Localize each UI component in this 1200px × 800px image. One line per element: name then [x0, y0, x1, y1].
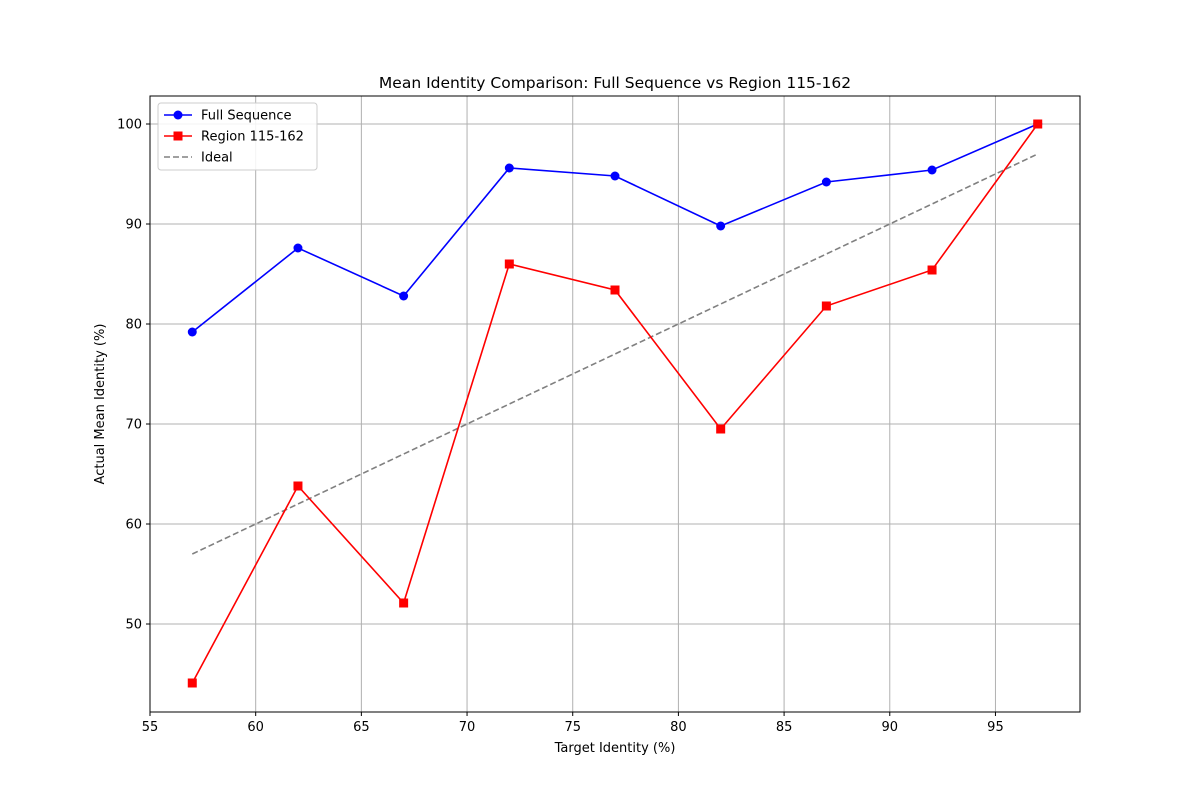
full-sequence-data-point — [610, 171, 620, 181]
full-sequence-data-point — [716, 221, 726, 231]
x-tick-label: 55 — [142, 720, 159, 735]
region-115-162-data-point — [399, 598, 409, 608]
x-tick-label: 95 — [987, 720, 1004, 735]
ideal-series-line — [191, 153, 1039, 555]
y-tick-label: 70 — [125, 418, 142, 433]
grid — [150, 96, 1080, 712]
full-sequence-data-point — [927, 165, 937, 175]
region-115-162-data-point — [821, 301, 831, 311]
y-tick-label: 80 — [125, 318, 142, 333]
x-tick-label: 80 — [670, 720, 687, 735]
legend-marker-icon — [173, 110, 183, 120]
full-sequence-data-point — [187, 327, 197, 337]
legend-label-full-sequence: Full Sequence — [201, 109, 292, 124]
full-sequence-data-point — [399, 291, 409, 301]
legend-label-ideal: Ideal — [201, 151, 233, 166]
x-tick-label: 65 — [353, 720, 370, 735]
legend-box — [157, 102, 318, 171]
x-tick-label: 90 — [881, 720, 898, 735]
x-axis-label: Target Identity (%) — [554, 741, 676, 756]
y-tick-label: 90 — [125, 218, 142, 233]
y-axis-label: Actual Mean Identity (%) — [93, 324, 108, 485]
region-115-162-data-point — [716, 424, 726, 434]
full-sequence-data-point — [821, 177, 831, 187]
plot-series — [187, 119, 1043, 688]
legend-label-region-115-162: Region 115-162 — [201, 130, 304, 145]
axis-ticks: 55 60 65 70 75 80 85 90 95 50 60 70 80 90 100 — [117, 118, 1004, 736]
y-tick-label: 100 — [117, 118, 142, 133]
region-115-162-data-point — [504, 259, 514, 269]
legend: Full Sequence Region 115-162 Ideal — [157, 102, 318, 171]
y-tick-label: 50 — [125, 618, 142, 633]
region-115-162-data-point — [610, 285, 620, 295]
full-sequence-data-point — [504, 163, 514, 173]
region-115-162-data-point — [293, 481, 303, 491]
x-tick-label: 70 — [459, 720, 476, 735]
y-tick-label: 60 — [125, 518, 142, 533]
region-115-162-data-point — [1033, 119, 1043, 129]
legend-marker-icon — [173, 131, 183, 141]
plot-frame — [149, 95, 1081, 713]
region-115-162-data-point — [187, 678, 197, 688]
x-tick-label: 60 — [247, 720, 264, 735]
chart-title: Mean Identity Comparison: Full Sequence … — [379, 74, 851, 92]
region-115-162-data-point — [927, 265, 937, 275]
full-sequence-data-point — [293, 243, 303, 253]
x-tick-label: 85 — [776, 720, 793, 735]
x-tick-label: 75 — [564, 720, 581, 735]
